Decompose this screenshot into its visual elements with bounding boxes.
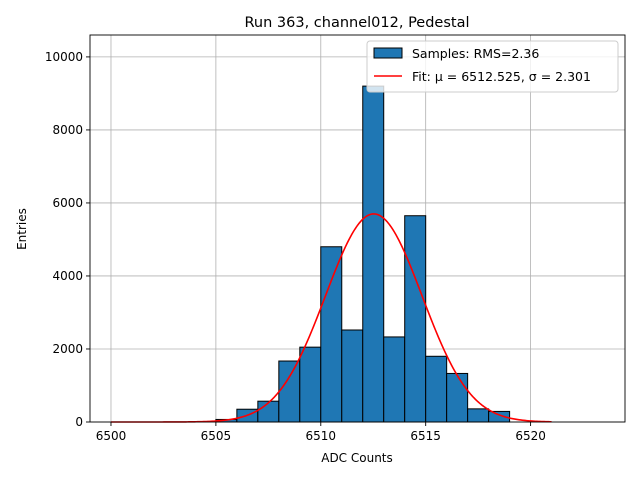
histogram-bar [383, 336, 406, 423]
x-axis-ticks: 6500 6505 6510 6515 6520 [96, 422, 546, 443]
y-axis-label: Entries [15, 208, 29, 250]
y-tick-label: 2000 [52, 342, 83, 356]
legend-label-fit: Fit: μ = 6512.525, σ = 2.301 [412, 69, 591, 84]
y-axis-ticks: 0 2000 4000 6000 8000 10000 [45, 50, 90, 429]
y-tick-label: 4000 [52, 269, 83, 283]
histogram-bar [257, 400, 280, 423]
y-tick-label: 10000 [45, 50, 83, 64]
x-tick-label: 6505 [201, 429, 232, 443]
y-tick-label: 8000 [52, 123, 83, 137]
y-tick-label: 6000 [52, 196, 83, 210]
histogram-bar [299, 346, 322, 423]
chart-title: Run 363, channel012, Pedestal [244, 15, 469, 31]
histogram-bar [446, 372, 469, 423]
histogram-bar [425, 355, 448, 423]
histogram-bar [341, 329, 364, 423]
y-tick-label: 0 [75, 415, 83, 429]
x-tick-label: 6500 [96, 429, 127, 443]
legend-swatch-samples [373, 47, 403, 59]
legend-label-samples: Samples: RMS=2.36 [412, 46, 539, 61]
x-tick-label: 6520 [515, 429, 546, 443]
histogram-bar [467, 408, 490, 423]
histogram-bar [278, 360, 301, 423]
x-axis-label: ADC Counts [321, 451, 393, 465]
x-tick-label: 6515 [410, 429, 441, 443]
plot-frame [89, 34, 626, 423]
x-tick-label: 6510 [306, 429, 337, 443]
histogram-bar [404, 215, 427, 423]
histogram-bars [215, 85, 511, 423]
legend-box [366, 40, 619, 93]
legend: Samples: RMS=2.36 Fit: μ = 6512.525, σ =… [366, 40, 619, 93]
histogram-bar [320, 246, 343, 423]
histogram-bar [362, 85, 385, 423]
